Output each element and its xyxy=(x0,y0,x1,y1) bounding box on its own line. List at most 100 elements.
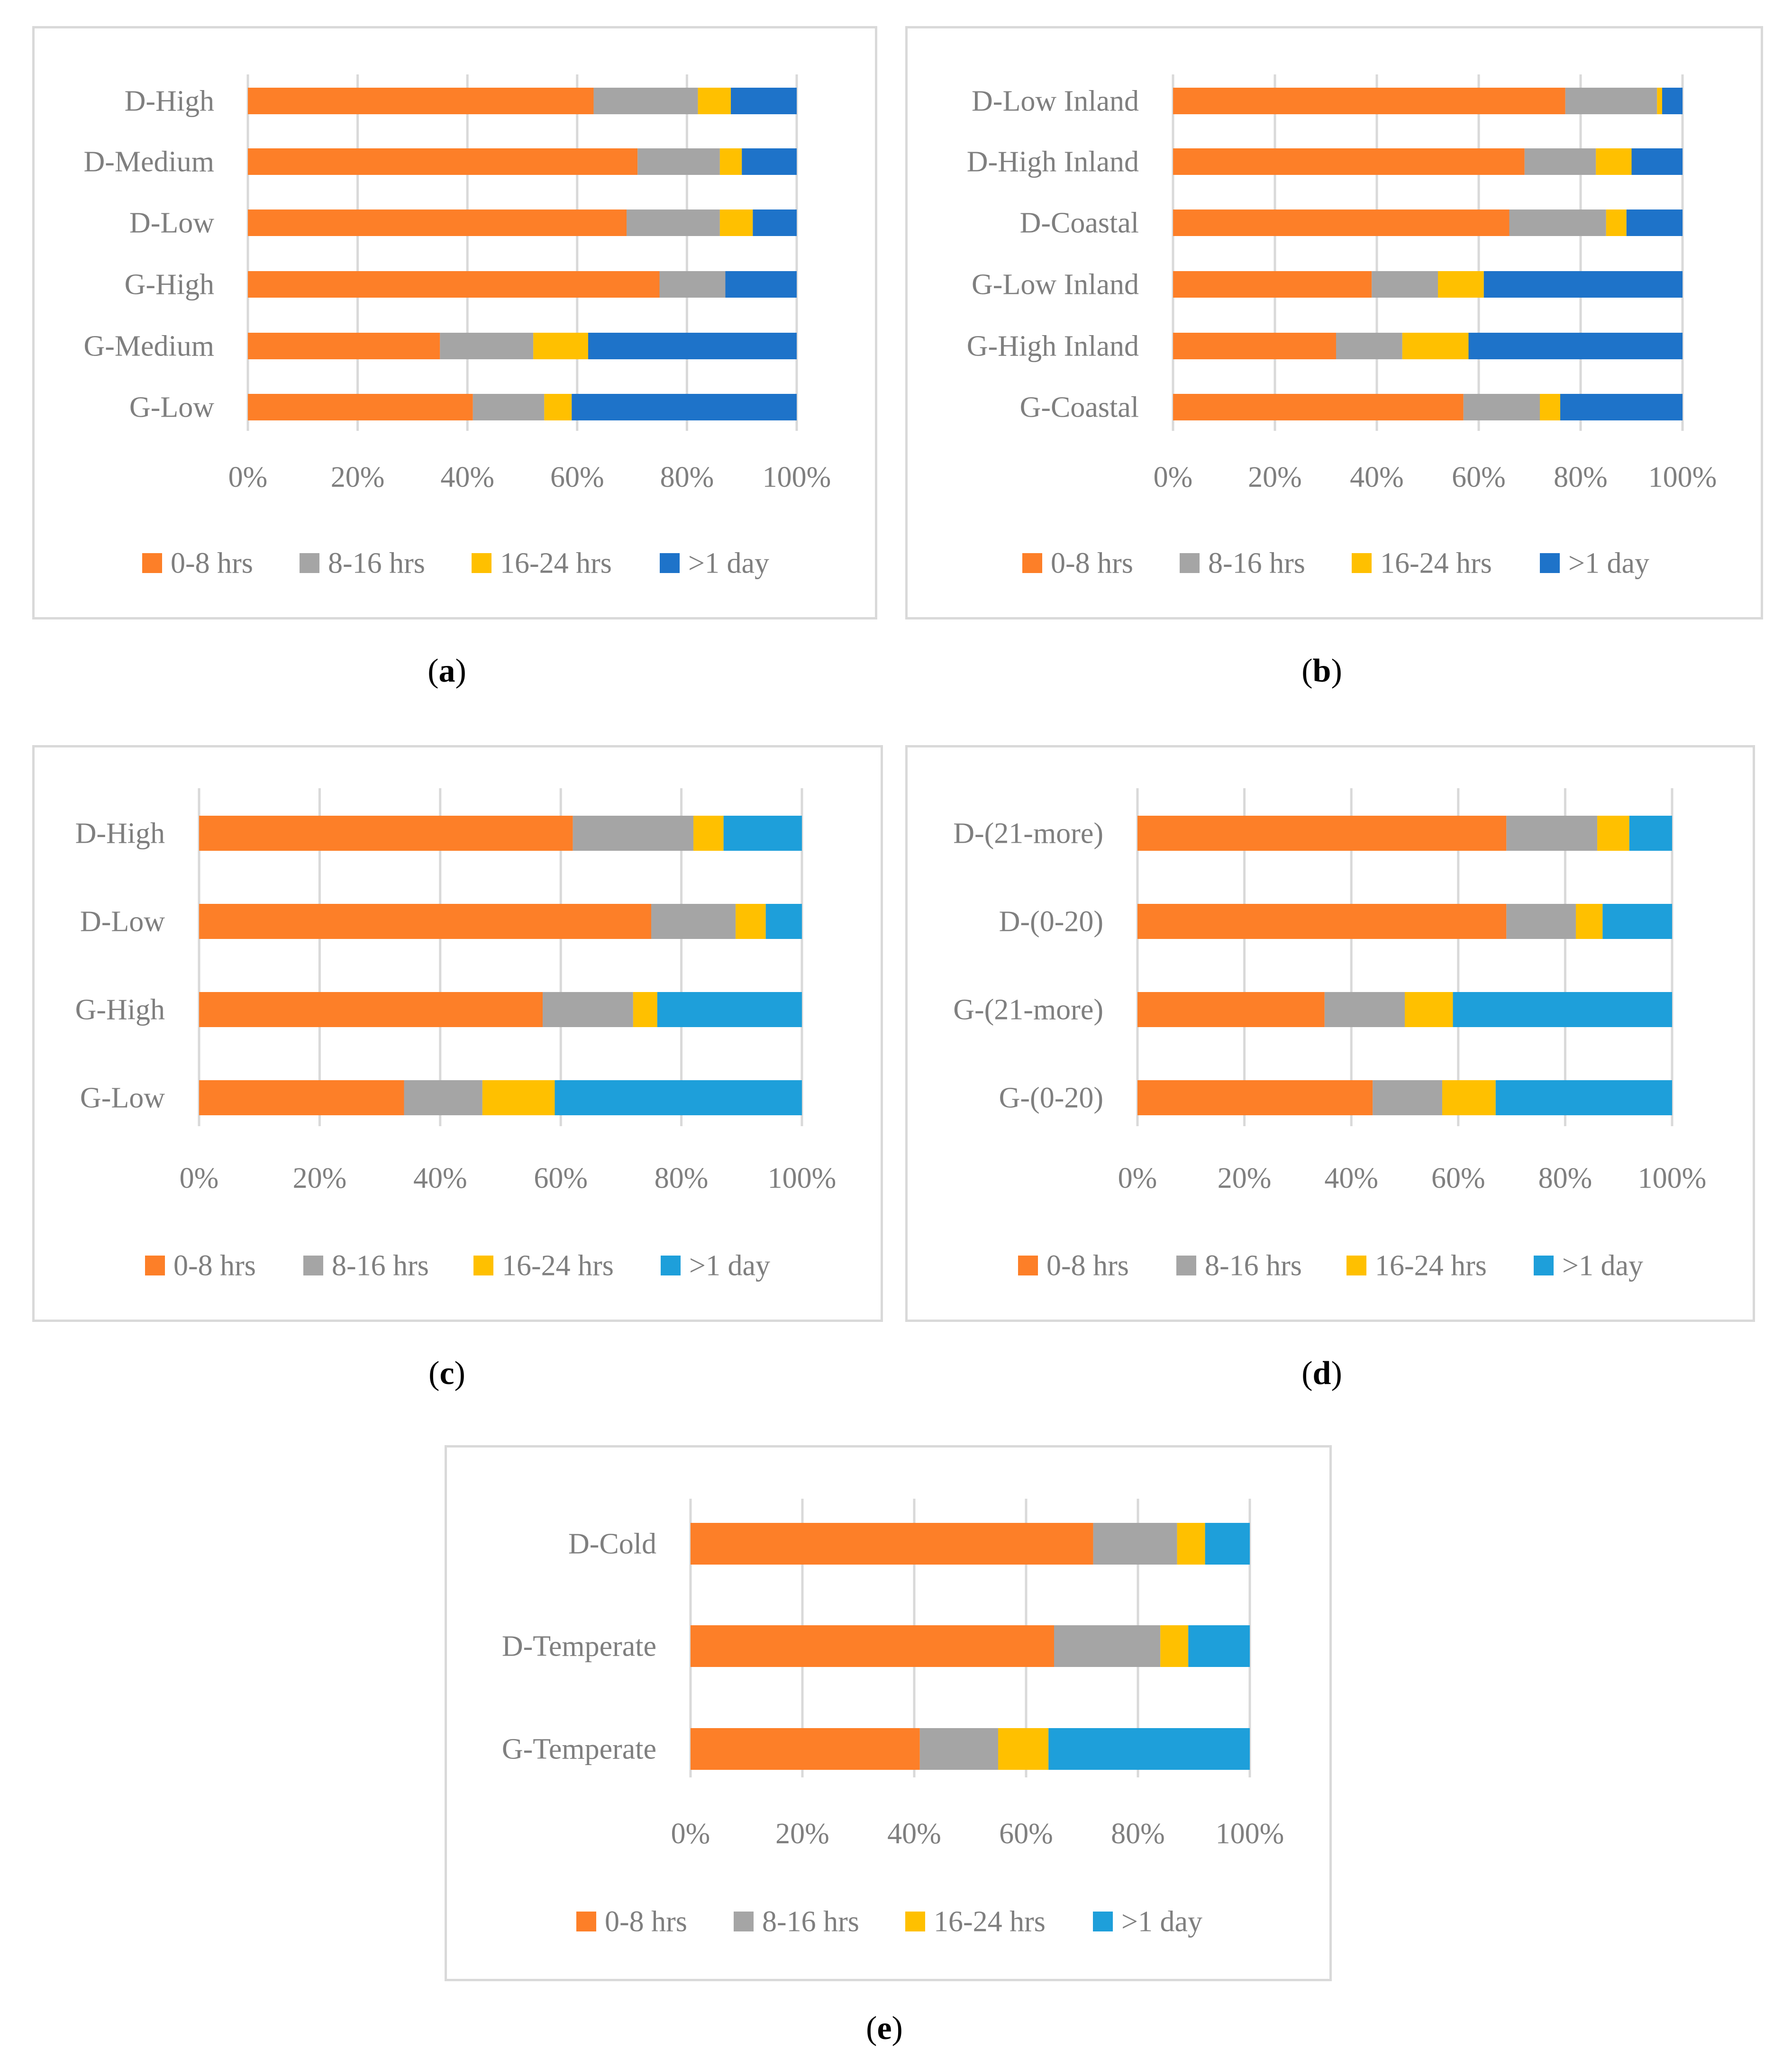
chart-b-bar-16-24-hrs xyxy=(1540,394,1560,420)
chart-b-category-label: G-Coastal xyxy=(1020,391,1139,423)
chart-b-legend-swatch xyxy=(1540,553,1560,573)
chart-b-tick-label: 40% xyxy=(1350,461,1404,493)
chart-a-legend-label: 8-16 hrs xyxy=(328,547,425,579)
chart-b-tick-label: 20% xyxy=(1248,461,1302,493)
chart-d-legend-label: >1 day xyxy=(1562,1249,1643,1282)
chart-d-legend-label: 0-8 hrs xyxy=(1046,1249,1129,1282)
chart-c-legend-label: >1 day xyxy=(689,1249,770,1282)
chart-e-bar-0-8-hrs xyxy=(691,1523,1093,1565)
chart-d-tick-label: 0% xyxy=(1118,1162,1157,1194)
chart-c-bar--1-day xyxy=(723,816,802,851)
chart-d-legend-swatch xyxy=(1534,1256,1554,1275)
chart-a-tick-label: 40% xyxy=(440,461,494,493)
chart-b-category-label: D-High Inland xyxy=(967,146,1139,178)
chart-d-tick-label: 100% xyxy=(1638,1162,1707,1194)
chart-a-bar-0-8-hrs xyxy=(248,209,627,236)
chart-a-bar--1-day xyxy=(753,209,797,236)
chart-a-legend-swatch xyxy=(300,553,319,573)
chart-a-legend-swatch xyxy=(142,553,162,573)
caption-d: (d) xyxy=(1301,1355,1342,1392)
chart-a-bar--1-day xyxy=(742,148,797,175)
chart-d-legend-swatch xyxy=(1018,1256,1038,1275)
chart-c-bar-8-16-hrs xyxy=(651,904,736,939)
chart-c-legend-swatch xyxy=(661,1256,681,1275)
chart-d-bar--1-day xyxy=(1602,904,1672,939)
chart-d-legend-label: 16-24 hrs xyxy=(1375,1249,1487,1282)
chart-b-legend-label: 8-16 hrs xyxy=(1208,547,1305,579)
chart-b-bar-0-8-hrs xyxy=(1173,271,1372,298)
chart-b-tick-label: 60% xyxy=(1452,461,1506,493)
chart-b-legend-swatch xyxy=(1180,553,1200,573)
chart-b-legend-label: 0-8 hrs xyxy=(1051,547,1133,579)
chart-b-legend-label: 16-24 hrs xyxy=(1380,547,1492,579)
chart-c-bar-0-8-hrs xyxy=(199,904,651,939)
chart-d-legend-label: 8-16 hrs xyxy=(1205,1249,1302,1282)
chart-a-tick-label: 20% xyxy=(331,461,385,493)
chart-c-tick-label: 100% xyxy=(768,1162,837,1194)
chart-b-category-label: D-Coastal xyxy=(1020,207,1139,239)
chart-d-category-label: D-(0-20) xyxy=(999,905,1103,938)
chart-c-category-label: G-High xyxy=(75,993,165,1026)
chart-b-bar-0-8-hrs xyxy=(1173,88,1565,114)
chart-a-tick-label: 80% xyxy=(660,461,714,493)
panel-a-frame xyxy=(32,26,877,619)
caption-a: (a) xyxy=(428,653,466,689)
chart-a-bar-0-8-hrs xyxy=(248,271,660,298)
chart-d-legend-swatch xyxy=(1346,1256,1366,1275)
chart-a-category-label: D-Low xyxy=(129,207,214,239)
chart-e-bar-16-24-hrs xyxy=(1177,1523,1205,1565)
chart-a-bar-8-16-hrs xyxy=(440,333,534,359)
chart-b-bar--1-day xyxy=(1560,394,1683,420)
chart-b-bar--1-day xyxy=(1468,333,1683,359)
chart-d-tick-label: 20% xyxy=(1218,1162,1272,1194)
chart-d-bar-16-24-hrs xyxy=(1597,816,1629,851)
chart-a-category-label: G-Low xyxy=(129,391,214,423)
chart-e-bar--1-day xyxy=(1188,1625,1250,1667)
chart-e-bar--1-day xyxy=(1048,1728,1250,1770)
chart-e-tick-label: 60% xyxy=(999,1818,1053,1850)
chart-d-category-label: G-(0-20) xyxy=(999,1082,1103,1114)
chart-c-bar-8-16-hrs xyxy=(404,1080,482,1115)
caption-a-letter: a xyxy=(438,653,455,689)
chart-c-bar--1-day xyxy=(555,1080,802,1115)
chart-a-tick-label: 60% xyxy=(550,461,604,493)
chart-d-tick-label: 80% xyxy=(1538,1162,1592,1194)
chart-c-tick-label: 20% xyxy=(293,1162,347,1194)
chart-e-tick-label: 20% xyxy=(775,1818,829,1850)
chart-e-tick-label: 0% xyxy=(671,1818,710,1850)
caption-e: (e) xyxy=(866,2010,903,2047)
chart-c-bar-8-16-hrs xyxy=(543,992,633,1027)
chart-c-legend-swatch xyxy=(145,1256,165,1275)
chart-d-bar-8-16-hrs xyxy=(1324,992,1405,1027)
chart-e-legend-swatch xyxy=(576,1912,596,1931)
chart-a-legend-label: 0-8 hrs xyxy=(171,547,253,579)
chart-c-tick-label: 40% xyxy=(413,1162,467,1194)
chart-b-bar-16-24-hrs xyxy=(1596,148,1632,175)
chart-b-category-label: G-High Inland xyxy=(967,330,1139,362)
chart-b-bar-16-24-hrs xyxy=(1402,333,1469,359)
chart-e-bar-0-8-hrs xyxy=(691,1728,920,1770)
chart-a-bar-8-16-hrs xyxy=(627,209,720,236)
chart-a-category-label: G-High xyxy=(125,268,214,300)
chart-b-bar--1-day xyxy=(1662,88,1683,114)
chart-a-bar-0-8-hrs xyxy=(248,148,638,175)
chart-a-bar-8-16-hrs xyxy=(637,148,720,175)
chart-a-legend-swatch xyxy=(660,553,680,573)
chart-a-bar--1-day xyxy=(588,333,797,359)
chart-c-legend-swatch xyxy=(473,1256,493,1275)
chart-c-bar-0-8-hrs xyxy=(199,816,573,851)
caption-b-letter: b xyxy=(1312,653,1331,689)
chart-b-bar--1-day xyxy=(1626,209,1683,236)
chart-d-bar--1-day xyxy=(1629,816,1672,851)
chart-e-legend-swatch xyxy=(734,1912,754,1931)
chart-d-bar-8-16-hrs xyxy=(1506,904,1576,939)
chart-b-bar-0-8-hrs xyxy=(1173,333,1336,359)
chart-c-category-label: D-Low xyxy=(80,905,165,938)
chart-d-bar-0-8-hrs xyxy=(1137,904,1507,939)
chart-b-bar-16-24-hrs xyxy=(1438,271,1484,298)
chart-c-legend-label: 8-16 hrs xyxy=(332,1249,429,1282)
chart-c-legend-label: 16-24 hrs xyxy=(502,1249,614,1282)
chart-e-tick-label: 80% xyxy=(1111,1818,1165,1850)
chart-e-legend-swatch xyxy=(905,1912,925,1931)
